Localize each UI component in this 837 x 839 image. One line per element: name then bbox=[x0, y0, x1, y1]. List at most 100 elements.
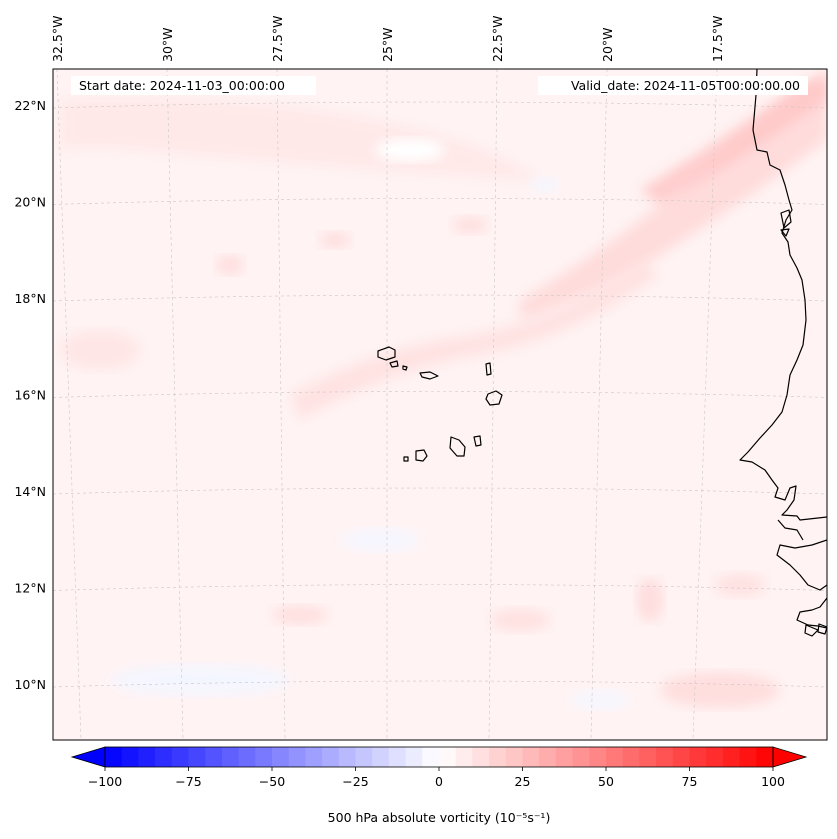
colorbar-cell bbox=[121, 747, 139, 767]
colorbar-cell bbox=[572, 747, 590, 767]
longitude-label: 22.5°W bbox=[490, 16, 505, 62]
longitude-label: 27.5°W bbox=[270, 16, 285, 62]
colorbar-cell bbox=[322, 747, 340, 767]
colorbar-cell bbox=[455, 747, 473, 767]
longitude-label: 32.5°W bbox=[50, 16, 65, 62]
colorbar-cell bbox=[589, 747, 607, 767]
vorticity-negative-patch bbox=[340, 528, 420, 552]
vorticity-band-northeast-core bbox=[640, 75, 827, 205]
colorbar-tick-label: 50 bbox=[598, 774, 614, 789]
meridian-line bbox=[590, 69, 608, 740]
colorbar-cell bbox=[505, 747, 523, 767]
colorbar-cell bbox=[672, 747, 690, 767]
island-sao-vicente bbox=[389, 360, 399, 368]
meridian-line bbox=[692, 69, 718, 740]
island-santo-antao bbox=[377, 346, 396, 361]
vorticity-filament-central bbox=[290, 260, 660, 420]
meridian-line bbox=[56, 69, 82, 740]
latitude-label: 10°N bbox=[14, 677, 46, 692]
colorbar-tick-label: 0 bbox=[435, 774, 443, 789]
vorticity-patch bbox=[660, 672, 780, 708]
colorbar-cells bbox=[105, 747, 774, 767]
africa-coastline bbox=[739, 69, 827, 521]
colorbar-tick-label: 75 bbox=[682, 774, 698, 789]
island-sal bbox=[485, 362, 492, 376]
map-panel: Start date: 2024-11-03_00:00:00 Valid_da… bbox=[52, 68, 828, 741]
colorbar-cell bbox=[272, 747, 290, 767]
colorbar-cell bbox=[105, 747, 123, 767]
colorbar-cell bbox=[372, 747, 390, 767]
colorbar-cell bbox=[489, 747, 507, 767]
longitude-labels: 32.5°W 30°W 27.5°W 25°W 22.5°W 20°W 17.5°W bbox=[50, 16, 725, 62]
valid-date-box bbox=[538, 76, 808, 95]
latitude-label: 22°N bbox=[14, 98, 46, 113]
colorbar-cell bbox=[522, 747, 540, 767]
island-boa-vista bbox=[485, 390, 503, 406]
colorbar-cell bbox=[355, 747, 373, 767]
latitude-label: 18°N bbox=[14, 291, 46, 306]
colorbar: −100 −75 −50 −25 0 25 50 75 100 500 hPa absolute… bbox=[70, 746, 808, 825]
colorbar-cell bbox=[706, 747, 724, 767]
cape-blanc bbox=[780, 209, 792, 237]
colorbar-tick-label: −75 bbox=[175, 774, 201, 789]
island-brava bbox=[403, 456, 409, 462]
meridian-line bbox=[166, 69, 184, 740]
colorbar-label: 500 hPa absolute vorticity (10⁻⁵s⁻¹) bbox=[328, 810, 551, 825]
colorbar-tick-label: 25 bbox=[515, 774, 531, 789]
island-maio bbox=[473, 435, 482, 447]
vorticity-neutral-patch bbox=[375, 138, 445, 162]
colorbar-cell bbox=[138, 747, 156, 767]
parallel-line bbox=[53, 101, 827, 109]
colorbar-tick-label: −100 bbox=[88, 774, 122, 789]
vorticity-patch bbox=[319, 232, 351, 248]
vorticity-patch bbox=[636, 578, 664, 622]
vorticity-patch bbox=[452, 216, 488, 234]
colorbar-extend-low bbox=[70, 746, 106, 768]
latitude-label: 14°N bbox=[14, 484, 46, 499]
senegal-river-inlet bbox=[777, 519, 804, 541]
colorbar-cell bbox=[205, 747, 223, 767]
parallel-line bbox=[53, 487, 827, 495]
colorbar-cell bbox=[472, 747, 490, 767]
colorbar-cell bbox=[171, 747, 189, 767]
guinea-coast-islands bbox=[804, 623, 827, 637]
colorbar-extend-high bbox=[772, 746, 808, 768]
vorticity-patch bbox=[714, 573, 766, 597]
senegal-gambia-coast bbox=[776, 539, 827, 591]
longitude-label: 30°W bbox=[160, 27, 175, 62]
meridian-line bbox=[276, 69, 286, 740]
longitude-label: 17.5°W bbox=[710, 16, 725, 62]
parallel-line bbox=[53, 294, 827, 302]
colorbar-cell bbox=[388, 747, 406, 767]
colorbar-cell bbox=[689, 747, 707, 767]
colorbar-cell bbox=[221, 747, 239, 767]
colorbar-tick-label: −25 bbox=[342, 774, 368, 789]
graticule bbox=[53, 69, 827, 740]
coastlines bbox=[377, 69, 827, 637]
island-santa-luzia bbox=[402, 365, 408, 371]
vorticity-field bbox=[60, 69, 827, 710]
vorticity-patch bbox=[272, 605, 328, 625]
meridian-line bbox=[488, 69, 498, 740]
colorbar-cell bbox=[722, 747, 740, 767]
start-date-label: Start date: 2024-11-03_00:00:00 bbox=[79, 78, 285, 93]
colorbar-cell bbox=[255, 747, 273, 767]
start-date-box bbox=[71, 76, 316, 95]
colorbar-cell bbox=[405, 747, 423, 767]
colorbar-cell bbox=[622, 747, 640, 767]
island-sao-nicolau bbox=[419, 371, 439, 380]
vorticity-patch bbox=[490, 608, 550, 632]
colorbar-cell bbox=[539, 747, 557, 767]
vorticity-negative-patch bbox=[570, 690, 630, 710]
colorbar-tick-label: 100 bbox=[761, 774, 785, 789]
colorbar-cell bbox=[756, 747, 774, 767]
colorbar-cell bbox=[555, 747, 573, 767]
vorticity-negative-patch bbox=[110, 664, 290, 696]
colorbar-cell bbox=[606, 747, 624, 767]
colorbar-cell bbox=[305, 747, 323, 767]
colorbar-cell bbox=[188, 747, 206, 767]
colorbar-cell bbox=[656, 747, 674, 767]
island-fogo bbox=[415, 449, 428, 462]
island-santiago bbox=[449, 436, 466, 457]
